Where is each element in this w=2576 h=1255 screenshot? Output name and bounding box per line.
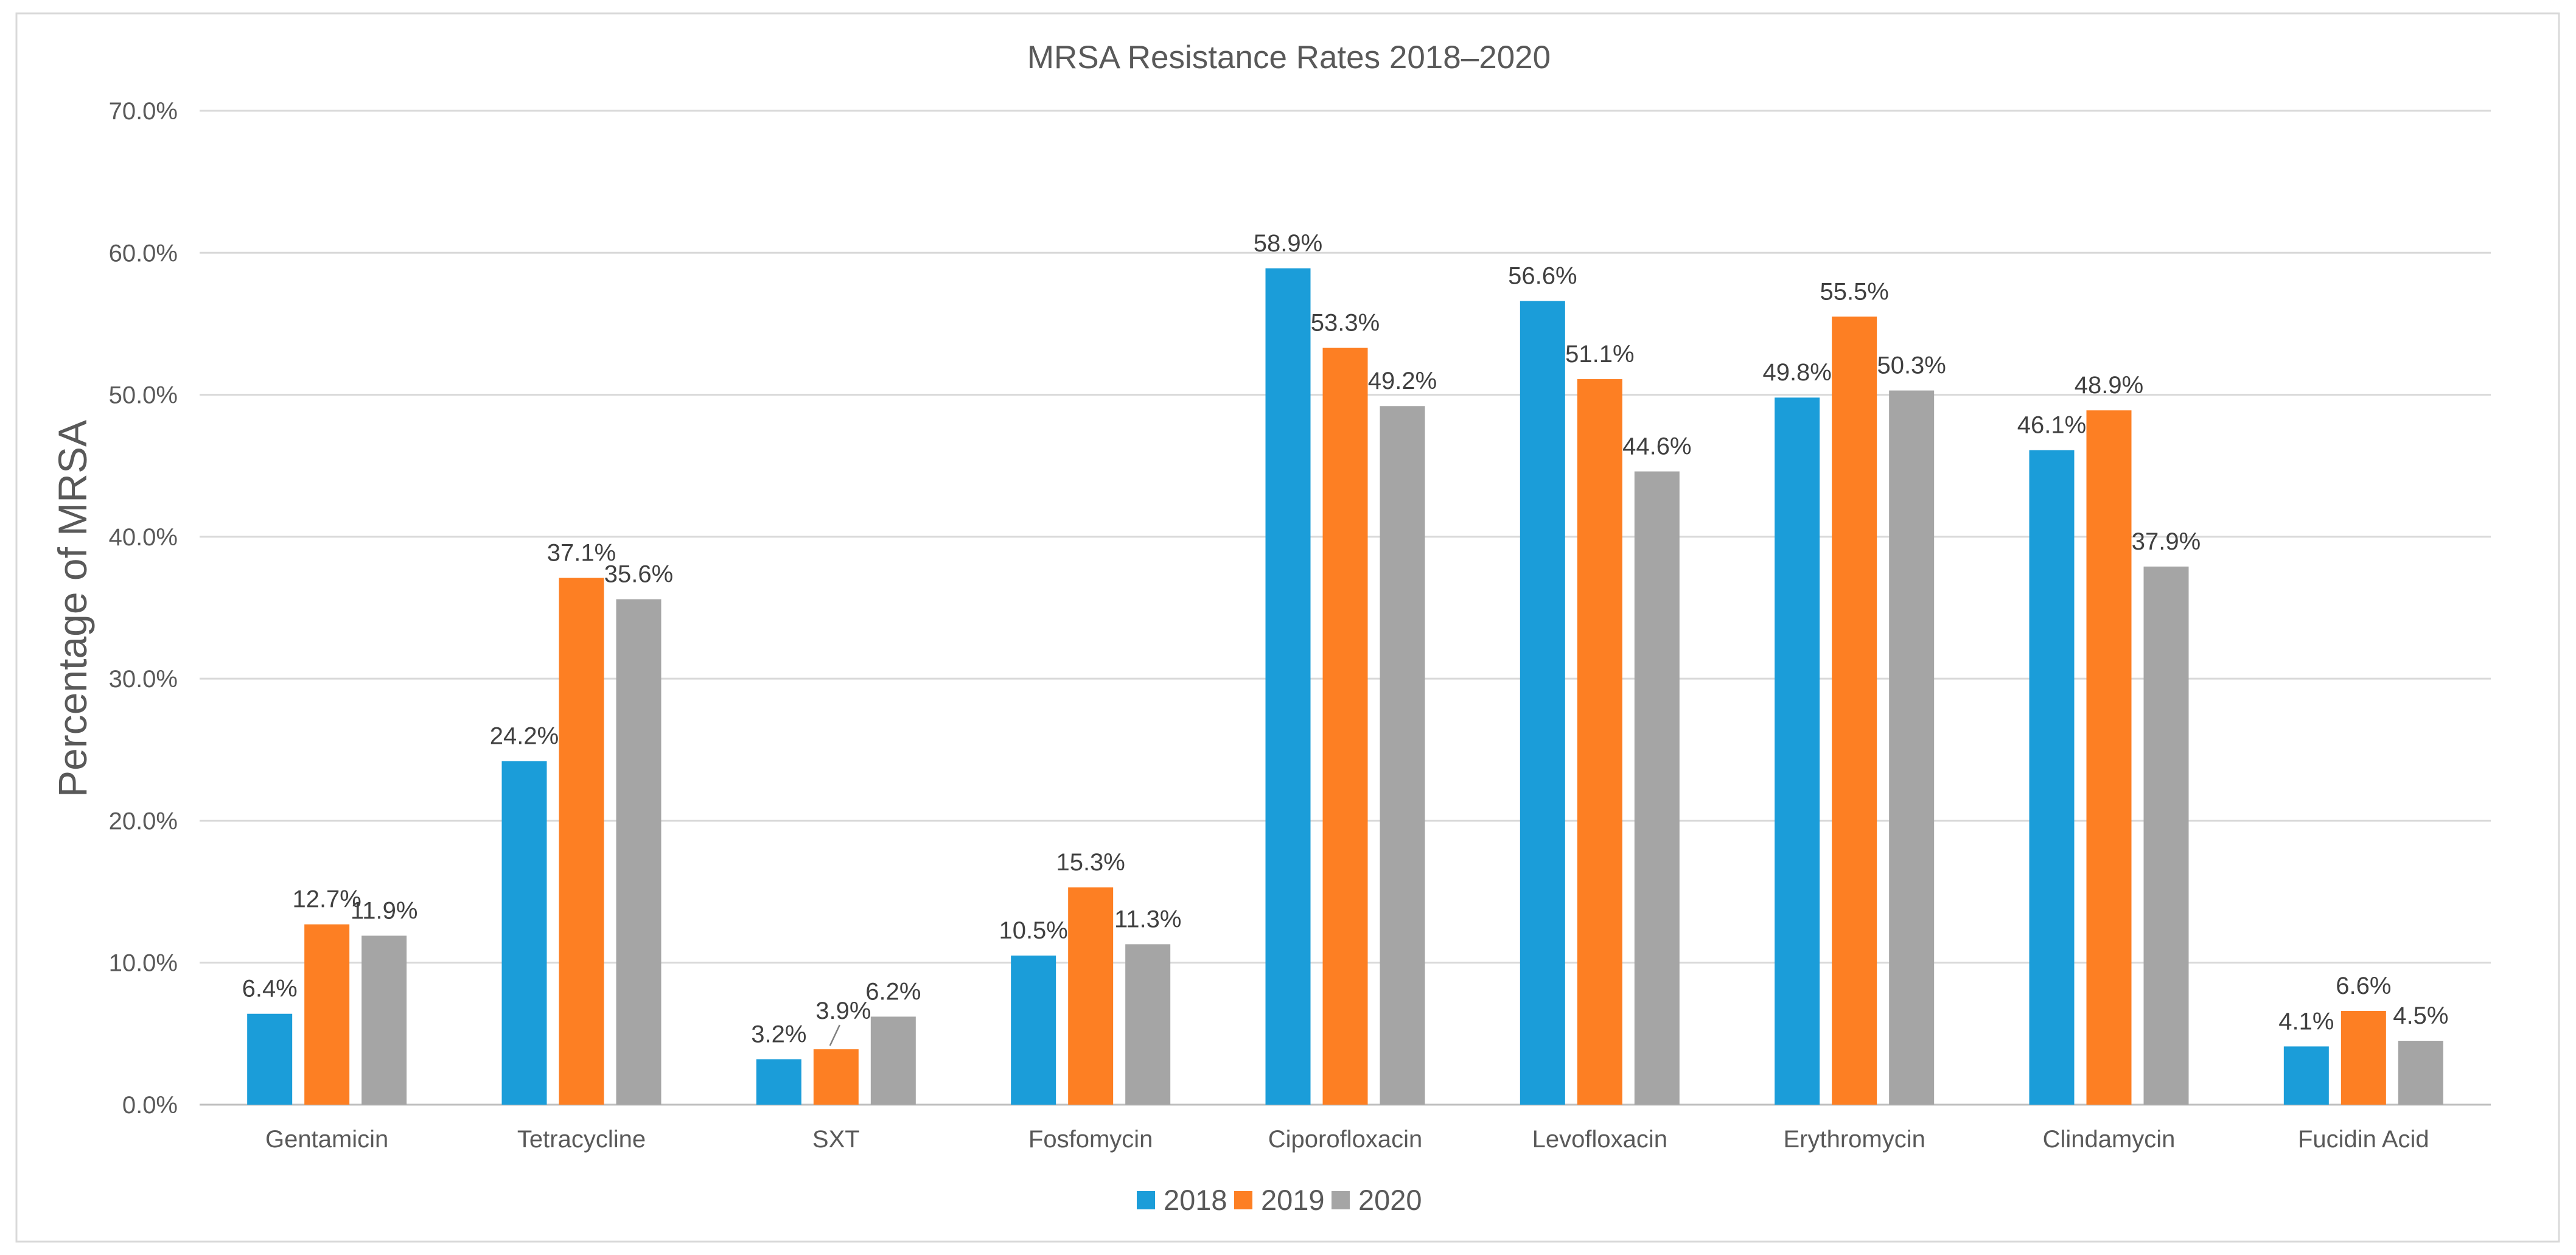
bar <box>304 924 350 1105</box>
bar <box>2340 1011 2386 1105</box>
data-label: 48.9% <box>2075 372 2143 399</box>
data-label: 53.3% <box>1311 310 1380 337</box>
data-label: 15.3% <box>1056 849 1125 876</box>
data-label: 37.9% <box>2132 528 2201 555</box>
x-tick-label: Levofloxacin <box>1532 1126 1667 1153</box>
y-tick-label: 10.0% <box>109 950 178 977</box>
y-axis-label: Percentage of MRSA <box>50 420 95 797</box>
data-label: 44.6% <box>1622 433 1691 460</box>
data-label: 46.1% <box>2017 412 2086 439</box>
x-tick-label: SXT <box>812 1126 860 1153</box>
x-tick-label: Fucidin Acid <box>2298 1126 2429 1153</box>
y-tick-label: 40.0% <box>109 524 178 551</box>
bar <box>361 935 407 1105</box>
x-tick-label: Erythromycin <box>1783 1126 1925 1153</box>
x-tick-label: Gentamicin <box>265 1126 388 1153</box>
legend-label: 2019 <box>1261 1184 1325 1216</box>
bar <box>1125 944 1171 1105</box>
bar <box>2143 566 2189 1105</box>
data-label: 3.9% <box>815 998 871 1024</box>
bar <box>1520 301 1565 1105</box>
bar <box>2029 450 2075 1105</box>
bar <box>2398 1041 2443 1105</box>
legend-label: 2018 <box>1164 1184 1227 1216</box>
legend-label: 2020 <box>1358 1184 1422 1216</box>
data-label: 51.1% <box>1565 341 1634 368</box>
data-label: 6.6% <box>2336 973 2391 999</box>
bars <box>247 268 2443 1105</box>
data-label: 58.9% <box>1254 230 1322 257</box>
data-label: 55.5% <box>1820 278 1888 305</box>
y-tick-label: 20.0% <box>109 808 178 834</box>
bar <box>2283 1046 2329 1105</box>
bar <box>2086 410 2132 1105</box>
data-label-leader <box>829 1024 840 1046</box>
x-axis-ticks: Gentamicin Tetracycline SXT Fosfomycin Cipor… <box>265 1126 2429 1153</box>
bar <box>1889 390 1935 1105</box>
legend-swatch <box>1137 1191 1155 1209</box>
y-axis-ticks: 0.0% 10.0% 20.0% 30.0% 40.0% 50.0% 60.0% 70.0% <box>109 98 178 1119</box>
data-label: 11.9% <box>351 897 417 924</box>
y-tick-label: 70.0% <box>109 98 178 125</box>
y-tick-label: 0.0% <box>122 1092 178 1119</box>
data-label: 35.6% <box>604 561 673 588</box>
data-label: 4.5% <box>2393 1002 2448 1029</box>
y-tick-label: 60.0% <box>109 240 178 267</box>
legend: 2018 2019 2020 <box>1137 1184 1422 1216</box>
data-label: 11.3% <box>1114 906 1181 932</box>
x-tick-label: Clindamycin <box>2043 1126 2176 1153</box>
x-tick-label: Tetracycline <box>517 1126 646 1153</box>
y-tick-label: 30.0% <box>109 666 178 693</box>
x-tick-label: Ciporofloxacin <box>1268 1126 1422 1153</box>
data-label: 49.8% <box>1762 359 1831 386</box>
data-label: 3.2% <box>751 1021 806 1047</box>
bar <box>559 578 604 1105</box>
legend-swatch <box>1234 1191 1252 1209</box>
bar <box>1775 397 1820 1105</box>
data-label: 6.4% <box>242 976 298 1002</box>
data-label: 37.1% <box>547 540 616 567</box>
bar <box>756 1059 801 1105</box>
bar <box>1265 268 1311 1105</box>
bar <box>813 1049 859 1105</box>
legend-swatch <box>1332 1191 1350 1209</box>
y-tick-label: 50.0% <box>109 382 178 409</box>
data-label: 10.5% <box>999 917 1067 944</box>
chart-title: MRSA Resistance Rates 2018–2020 <box>1027 40 1551 75</box>
data-label: 4.1% <box>2278 1008 2334 1035</box>
bar <box>616 599 661 1105</box>
x-tick-label: Fosfomycin <box>1028 1126 1153 1153</box>
bar <box>1322 348 1368 1105</box>
data-label: 12.7% <box>292 886 361 913</box>
bar <box>870 1016 916 1105</box>
data-label: 50.3% <box>1877 352 1946 379</box>
data-label: 24.2% <box>490 722 559 749</box>
bar <box>1832 316 1877 1105</box>
bar <box>1011 956 1056 1105</box>
data-label: 56.6% <box>1508 263 1577 290</box>
bar <box>501 761 547 1105</box>
data-label: 6.2% <box>865 978 921 1005</box>
data-labels: 6.4% 12.7%11.9% 24.2% 37.1%35.6% 3.2% 3.9%6.2… <box>242 230 2449 1047</box>
data-label: 49.2% <box>1368 368 1437 394</box>
bar <box>1577 379 1622 1105</box>
bar <box>1380 406 1425 1105</box>
bar <box>1068 887 1114 1105</box>
bar <box>247 1013 293 1105</box>
bar <box>1634 471 1680 1105</box>
